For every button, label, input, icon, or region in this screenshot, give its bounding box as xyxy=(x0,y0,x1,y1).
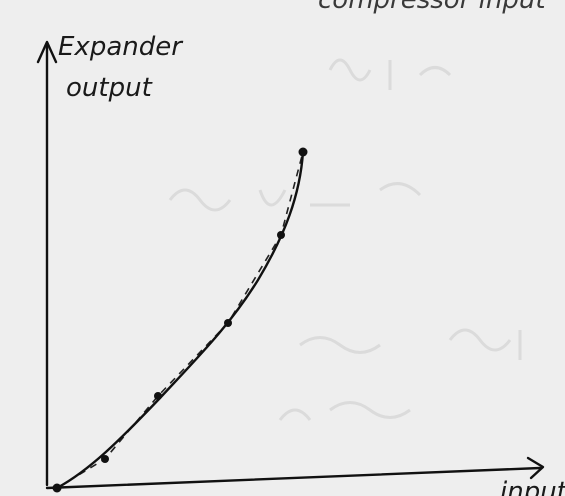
top-text: compressor input xyxy=(318,0,546,15)
point xyxy=(154,392,162,400)
x-axis-label: input xyxy=(500,477,565,496)
sketch: Expander output compressor input input xyxy=(0,0,565,496)
point xyxy=(224,319,232,327)
y-axis-label: output xyxy=(66,73,153,103)
point xyxy=(101,455,109,463)
y-axis-label: Expander xyxy=(58,32,184,62)
point xyxy=(299,148,308,157)
point xyxy=(277,231,285,239)
point xyxy=(53,484,62,493)
